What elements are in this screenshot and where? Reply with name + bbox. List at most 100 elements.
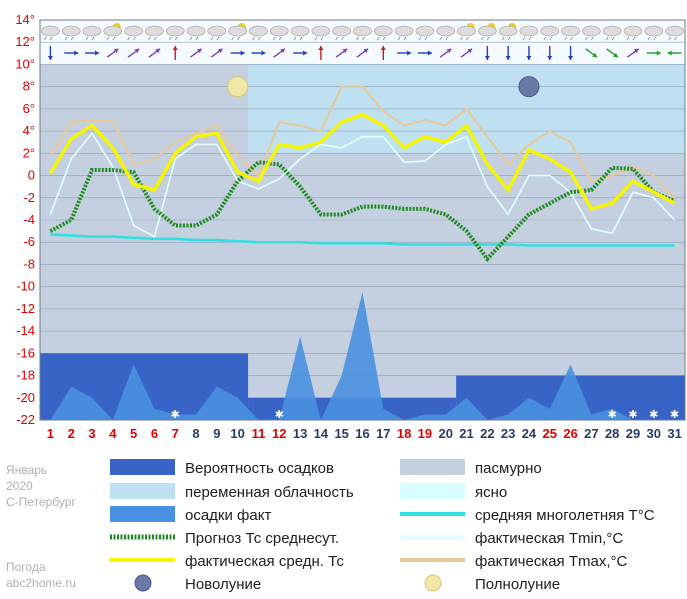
wind-arrowhead-icon (155, 48, 161, 54)
x-tick-label: 2 (68, 426, 75, 441)
legend-right-1-label: ясно (475, 484, 507, 501)
legend-right-0-swatch (400, 459, 465, 475)
snow-icon: ✱ (649, 409, 658, 421)
new-moon-icon (134, 574, 152, 592)
rain-drop-icon (466, 36, 469, 41)
cloud-icon (186, 25, 206, 37)
wind-arrowhead-icon (261, 50, 266, 56)
wind-arrowhead-icon (467, 48, 473, 54)
x-tick-label: 11 (252, 426, 266, 441)
x-tick-label: 4 (109, 426, 117, 441)
cloud-icon (478, 25, 497, 37)
legend-left-3-label: Прогноз Тс среднесут. (185, 530, 339, 547)
rain-drop-icon (64, 36, 68, 41)
wind-arrowhead-icon (667, 50, 672, 56)
wind-arrowhead-icon (427, 50, 432, 56)
full-moon-icon (227, 76, 249, 98)
rain-drop-icon (487, 36, 490, 41)
x-tick-label: 10 (230, 426, 244, 441)
rain-drop-icon (647, 36, 651, 41)
rain-drop-icon (70, 36, 74, 41)
legend-right-3-label: фактическая Tmin,°C (475, 530, 623, 547)
cloud-icon (582, 25, 601, 37)
x-tick-label: 12 (272, 426, 286, 441)
cloud-icon (165, 25, 185, 37)
x-tick-label: 9 (213, 426, 220, 441)
x-tick-label: 13 (293, 426, 307, 441)
wind-arrowhead-icon (633, 48, 639, 54)
wind-arrowhead-icon (656, 50, 661, 56)
cloud-icon (332, 25, 351, 37)
cloud-icon (207, 25, 227, 37)
wind-arrowhead-icon (342, 48, 348, 54)
legend-right-4-label: фактическая Tmax,°C (475, 553, 628, 570)
y-tick-label: 14° (15, 12, 35, 27)
rain-drop-icon (210, 36, 214, 41)
rain-drop-icon (127, 36, 130, 41)
x-tick-label: 18 (397, 426, 411, 441)
rain-drop-icon (543, 36, 547, 41)
x-tick-label: 23 (501, 426, 515, 441)
tmax-line (49, 85, 676, 199)
rain-drop-icon (356, 36, 359, 41)
actual-avg-line (48, 112, 676, 211)
y-tick-label: 0 (28, 168, 35, 183)
y-tick-label: -2 (23, 190, 35, 205)
rain-drop-icon (278, 36, 282, 41)
rain-drop-icon (528, 36, 532, 41)
rain-drop-icon (335, 36, 339, 41)
rain-drop-icon (299, 36, 303, 41)
x-tick-label: 15 (334, 426, 348, 441)
y-tick-label: -4 (23, 212, 35, 227)
rain-drop-icon (653, 36, 657, 41)
y-tick-label: -16 (16, 345, 35, 360)
wind-arrowhead-icon (505, 56, 511, 60)
rain-drop-icon (50, 36, 53, 41)
legend-right-1-swatch (400, 483, 465, 499)
wind-arrowhead-icon (280, 48, 285, 54)
rain-drop-icon (237, 36, 240, 41)
legend-left-2-label: осадки факт (185, 507, 271, 524)
wind-arrowhead-icon (446, 48, 452, 54)
rain-drop-icon (501, 36, 505, 41)
legend-right-2-label: средняя многолетняя T°C (475, 507, 655, 524)
x-tick-label: 7 (172, 426, 179, 441)
cloud-icon (269, 25, 289, 37)
x-tick-label: 22 (480, 426, 494, 441)
legend-left-0-swatch (110, 459, 175, 475)
legend-left-0-label: Вероятность осадков (185, 460, 334, 477)
rain-drop-icon (154, 36, 157, 41)
rain-drop-icon (91, 36, 95, 41)
site-label-2: abc2home.ru (6, 576, 76, 590)
rain-drop-icon (168, 36, 172, 41)
rain-drop-icon (133, 36, 136, 41)
legend-left-2-swatch (110, 506, 175, 522)
rain-drop-icon (112, 36, 116, 41)
cloud-icon (519, 25, 539, 37)
wind-arrowhead-icon (380, 46, 386, 50)
y-tick-label: 10° (15, 56, 35, 71)
cloud-icon (41, 25, 60, 37)
y-tick-label: 12° (15, 34, 35, 49)
rain-drop-icon (418, 36, 422, 41)
rain-drop-icon (585, 36, 588, 41)
rain-drop-icon (632, 36, 636, 41)
x-tick-label: 21 (459, 426, 473, 441)
x-tick-label: 6 (151, 426, 158, 441)
cloud-icon (124, 25, 143, 37)
cloud-icon (82, 25, 102, 37)
rain-drop-icon (148, 36, 151, 41)
precip-fact-area (40, 292, 685, 420)
cloud-icon (561, 25, 580, 37)
rain-drop-icon (195, 36, 199, 41)
cloud-icon (665, 25, 684, 37)
city-label: С-Петербург (6, 495, 76, 509)
x-tick-label: 26 (563, 426, 577, 441)
x-tick-label: 30 (647, 426, 661, 441)
x-tick-label: 31 (667, 426, 681, 441)
rain-drop-icon (445, 36, 449, 41)
legend-right-0-label: пасмурно (475, 460, 542, 477)
rain-drop-icon (626, 36, 630, 41)
legend-left-4-label: фактическая средн. Тс (185, 553, 344, 570)
x-tick-label: 24 (522, 426, 537, 441)
